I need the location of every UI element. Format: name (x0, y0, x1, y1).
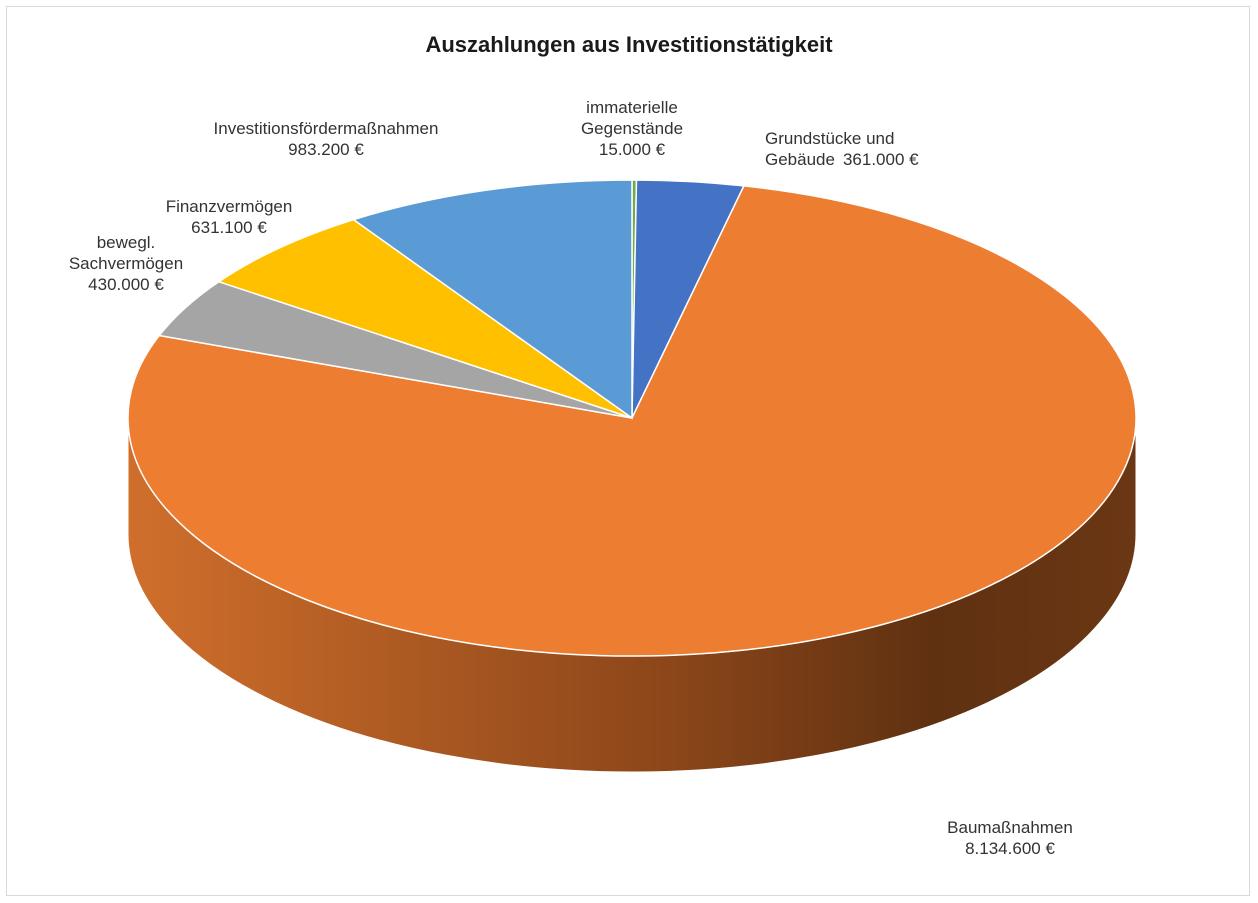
category-label: immaterielle Gegenstände (580, 98, 684, 138)
value-label: 631.100 € (191, 218, 267, 237)
pie-slice (351, 179, 633, 420)
category-label: Finanzvermögen (165, 197, 293, 216)
category-label: bewegl. Sachvermögen (68, 233, 184, 273)
pie-slice (217, 218, 633, 419)
category-label: Baumaßnahmen (947, 818, 1073, 837)
value-label: 15.000 € (598, 140, 666, 159)
pie-slice (127, 185, 1137, 657)
data-label: bewegl. Sachvermögen 430.000 € (56, 232, 196, 295)
value-label: 983.200 € (288, 140, 364, 159)
value-label: 8.134.600 € (965, 839, 1055, 858)
data-label: Baumaßnahmen 8.134.600 € (910, 817, 1110, 859)
data-label: Finanzvermögen 631.100 € (139, 196, 319, 238)
data-label: Grundstücke und Gebäude 361.000 € (765, 128, 980, 170)
value-label: 430.000 € (88, 275, 164, 294)
category-label: Investitionsfördermaßnahmen (213, 119, 439, 138)
data-label: immaterielle Gegenstände 15.000 € (552, 97, 712, 160)
chart-title: Auszahlungen aus Investitionstätigkeit (425, 32, 833, 57)
chart-frame (6, 6, 1250, 896)
value-label: 361.000 € (842, 150, 919, 169)
data-label: Investitionsfördermaßnahmen 983.200 € (176, 118, 476, 160)
category-label: Grundstücke und Gebäude (765, 129, 895, 169)
